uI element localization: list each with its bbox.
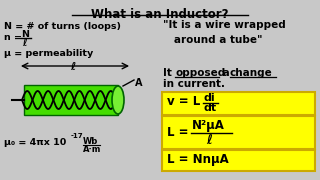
Text: v = L: v = L	[167, 95, 200, 108]
Text: N: N	[21, 30, 29, 39]
Text: N²μA: N²μA	[192, 119, 225, 132]
Text: di: di	[204, 93, 216, 103]
Text: ℓ: ℓ	[206, 134, 212, 147]
Text: "It is a wire wrapped
   around a tube": "It is a wire wrapped around a tube"	[163, 20, 286, 45]
FancyBboxPatch shape	[162, 116, 315, 149]
Text: A·m: A·m	[83, 145, 101, 154]
Text: L =: L =	[167, 126, 188, 139]
Text: ℓ: ℓ	[70, 62, 76, 72]
Text: μ = permeability: μ = permeability	[4, 49, 93, 58]
Text: It: It	[163, 68, 175, 78]
Text: -17: -17	[71, 133, 84, 139]
FancyBboxPatch shape	[162, 150, 315, 171]
Text: opposed: opposed	[175, 68, 225, 78]
Text: n =: n =	[4, 33, 22, 42]
Text: μ₀ = 4πx 10: μ₀ = 4πx 10	[4, 138, 66, 147]
Text: Wb: Wb	[83, 137, 98, 146]
Bar	[24, 85, 118, 115]
Text: in current.: in current.	[163, 79, 225, 89]
Text: L = NnμA: L = NnμA	[167, 153, 229, 166]
Text: N = # of turns (loops): N = # of turns (loops)	[4, 22, 121, 31]
Ellipse shape	[112, 86, 124, 114]
Text: change: change	[230, 68, 273, 78]
Text: What is an Inductor?: What is an Inductor?	[91, 8, 229, 21]
Text: A: A	[135, 78, 142, 88]
Text: dt: dt	[204, 103, 217, 113]
FancyBboxPatch shape	[162, 92, 315, 115]
Text: ℓ: ℓ	[22, 38, 27, 48]
Text: a: a	[219, 68, 233, 78]
